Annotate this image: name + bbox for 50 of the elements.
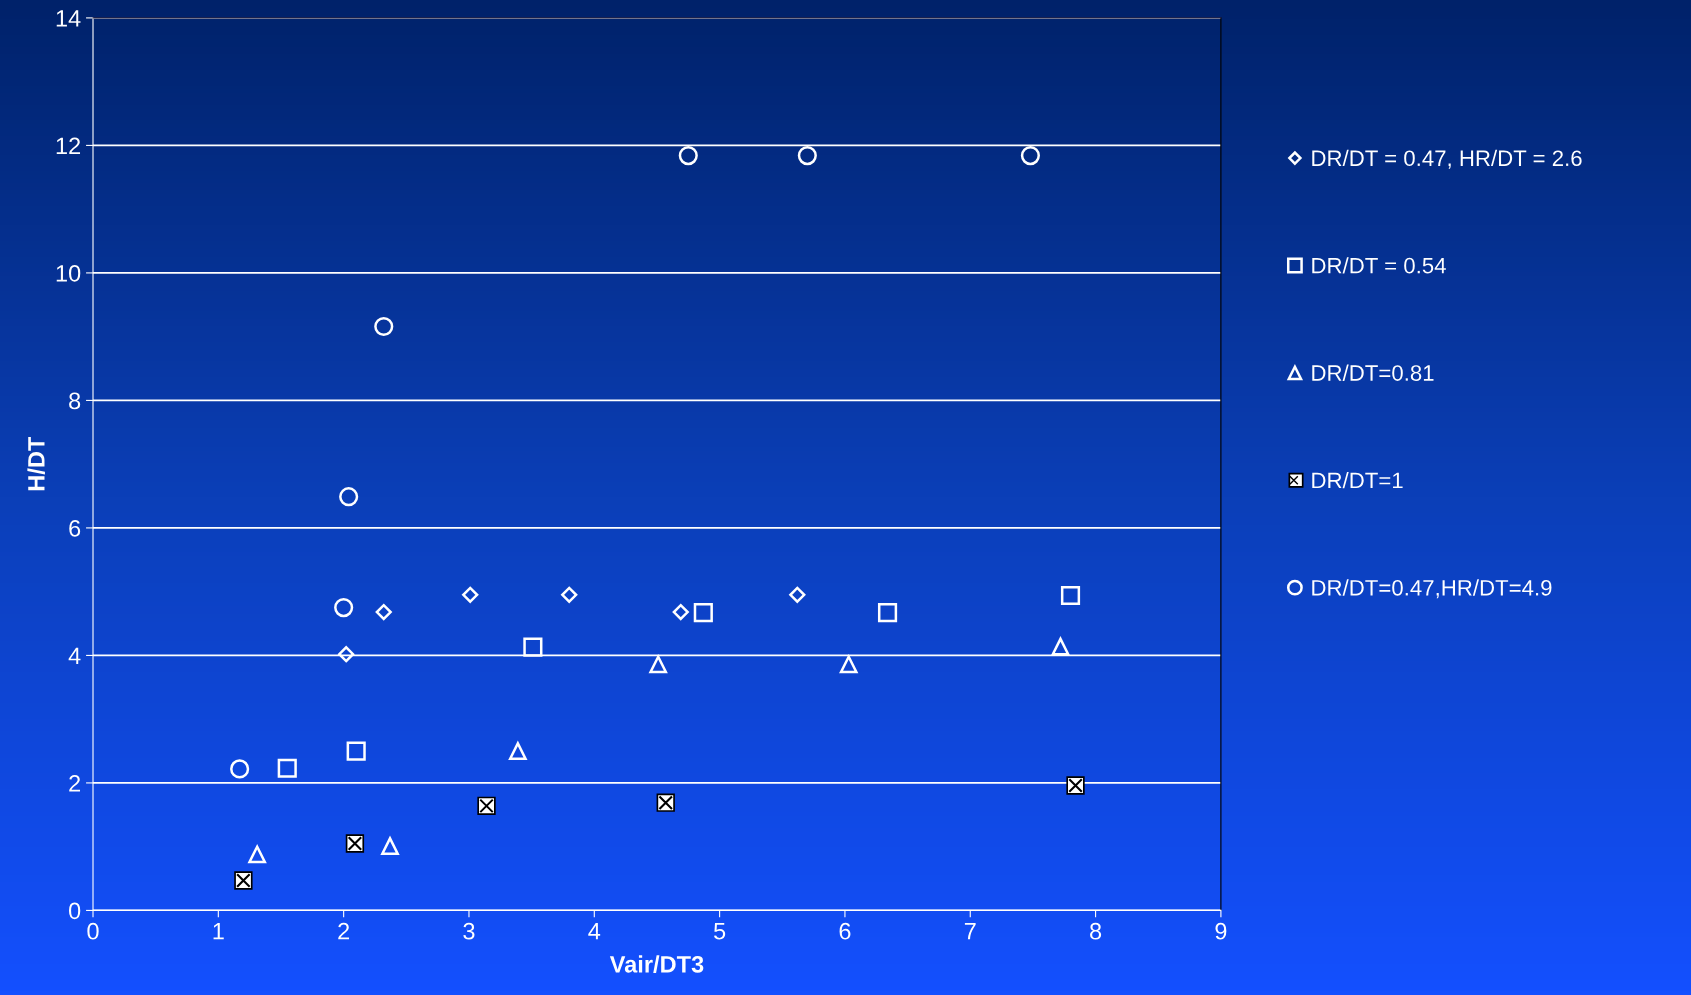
- y-axis-title: H/DT: [27, 436, 45, 491]
- point: [248, 845, 267, 864]
- y-tick-label: 0: [68, 902, 81, 920]
- point: [339, 487, 359, 507]
- x-tick-label: 1: [213, 923, 224, 940]
- point: [649, 655, 668, 674]
- point: [375, 603, 392, 621]
- point: [374, 316, 394, 337]
- x-tick-label: 7: [964, 923, 976, 940]
- point: [789, 586, 806, 603]
- point: [1020, 146, 1040, 166]
- legend-label: DR/DT=0.47,HR/DT=4.9: [1312, 579, 1552, 599]
- y-tick-label: 8: [69, 392, 81, 410]
- point: [678, 146, 698, 166]
- point: [277, 758, 297, 778]
- point: [523, 637, 543, 657]
- y-tick-label: 14: [56, 10, 81, 27]
- legend-label: DR/DT = 0.54: [1312, 257, 1446, 274]
- y-tick-label: 6: [69, 519, 81, 537]
- point: [462, 586, 479, 603]
- x-tick-label: 9: [1215, 922, 1227, 940]
- y-tick-label: 2: [69, 774, 81, 792]
- y-tick-label: 12: [56, 137, 81, 154]
- point: [508, 742, 527, 760]
- point: [334, 598, 354, 618]
- point: [693, 603, 713, 623]
- y-tick-label: 10: [56, 264, 81, 282]
- x-tick-label: 2: [338, 922, 350, 940]
- legend-label: DR/DT = 0.47, HR/DT = 2.6: [1312, 149, 1582, 169]
- point: [230, 759, 250, 779]
- point: [346, 741, 366, 761]
- point: [672, 603, 689, 621]
- y-tick-label: 4: [68, 647, 81, 664]
- x-tick-label: 4: [588, 923, 601, 940]
- x-tick-label: 8: [1090, 922, 1102, 940]
- point: [1051, 637, 1070, 656]
- x-tick-label: 3: [463, 922, 475, 940]
- legend-label: DR/DT=1: [1312, 471, 1403, 489]
- point: [561, 586, 578, 603]
- point: [877, 603, 898, 623]
- point: [1060, 585, 1081, 606]
- x-axis-title: Vair/DT3: [609, 955, 704, 973]
- x-tick-label: 0: [87, 922, 99, 940]
- x-tick-label: 5: [713, 923, 726, 940]
- point: [381, 837, 399, 855]
- point: [839, 655, 858, 674]
- point: [338, 646, 355, 663]
- x-tick-label: 6: [839, 922, 851, 940]
- point: [797, 146, 817, 166]
- legend-label: DR/DT=0.81: [1312, 364, 1434, 381]
